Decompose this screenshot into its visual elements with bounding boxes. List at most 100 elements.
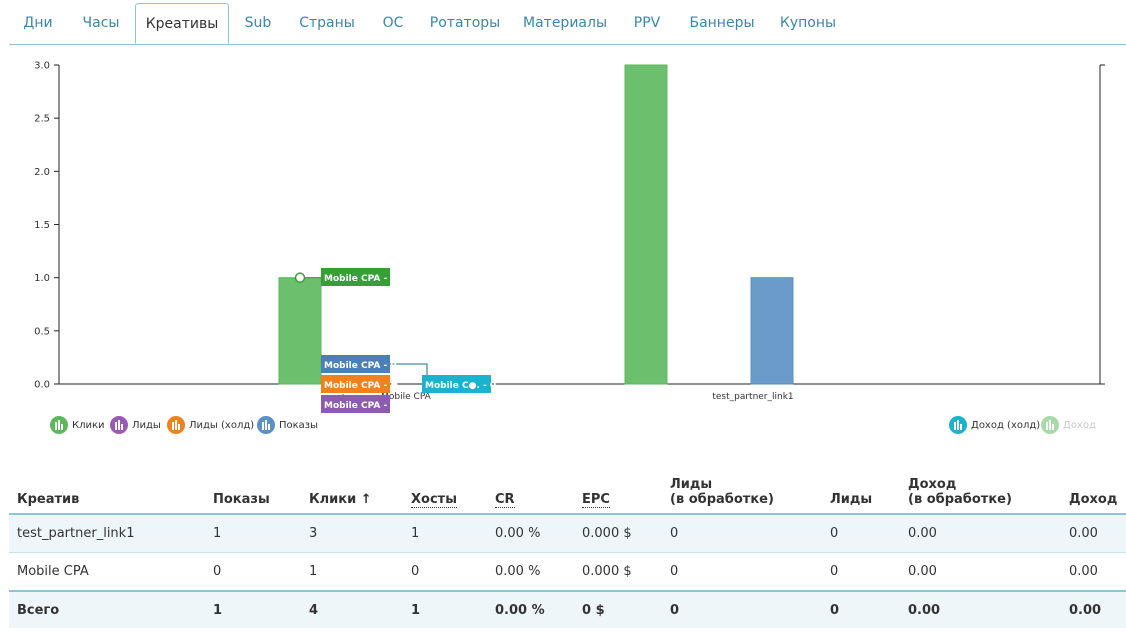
tooltip-box [321, 268, 390, 286]
tooltip-box [321, 395, 390, 413]
table-cell: 0.00 [1061, 514, 1126, 553]
bar-chart-icon [257, 416, 275, 434]
legend-item[interactable]: Клики [50, 416, 105, 434]
legend-item[interactable]: Доход (холд) [949, 416, 1040, 434]
legend-label: Клики [72, 419, 105, 431]
total-cell: 0.00 [900, 590, 1061, 628]
tooltip-label: Mobile C●. - 0 [425, 381, 496, 391]
table-cell: 0.000 $ [574, 514, 662, 553]
creatives-chart: 0.0 0.5 1.0 1.5 2.0 2.5 3.0 Mobile CPA test_part… [34, 61, 1105, 413]
tab-2[interactable]: Креативы [135, 3, 229, 44]
total-cell: 0.00 [1061, 590, 1126, 628]
tooltip-label: Mobile CPA - 1 [324, 274, 397, 284]
legend-label: Лиды (холд) [189, 419, 255, 431]
table-cell: Mobile CPA [9, 552, 205, 592]
table-cell: 0 [662, 552, 822, 592]
table-cell: 0.00 [1061, 552, 1126, 592]
report-tabs: Дни Часы Креативы Sub Страны ОС Ротаторы Матери… [9, 3, 1126, 45]
column-header[interactable]: EPC [574, 470, 662, 515]
y-tick-label: 3.0 [34, 61, 50, 72]
column-header[interactable]: Хосты [403, 470, 487, 515]
column-header-label: EPC [582, 492, 610, 508]
table-cell: 0 [822, 552, 900, 592]
y-tick-label: 2.0 [34, 167, 50, 178]
legend-label: Доход [1063, 419, 1096, 431]
table-cell: 0 [662, 514, 822, 553]
column-header[interactable]: Доход [1061, 470, 1126, 515]
bar-chart-icon [1041, 416, 1059, 434]
tab-4[interactable]: Страны [299, 15, 355, 31]
y-tick-label: 1.5 [34, 220, 50, 231]
table-cell: 0 [403, 552, 487, 592]
tab-6[interactable]: Ротаторы [429, 15, 501, 31]
y-tick-label: 2.5 [34, 114, 50, 125]
table-row[interactable]: test_partner_link1 1 3 1 0.00 % 0.000 $0 0 0.00… [9, 514, 1126, 553]
table-cell: test_partner_link1 [9, 514, 205, 553]
column-header[interactable]: Креатив [9, 470, 205, 515]
table-cell: 0.00 % [487, 552, 574, 592]
table-cell: 0.000 $ [574, 552, 662, 592]
tab-9[interactable]: Баннеры [689, 15, 755, 31]
column-header-label: Хосты [411, 492, 457, 508]
tab-3[interactable]: Sub [244, 15, 272, 31]
column-header[interactable]: Клики ↑ [301, 470, 403, 515]
legend-label: Доход (холд) [971, 419, 1041, 431]
table-cell: 0.00 [900, 552, 1061, 592]
bar-chart-icon [110, 416, 128, 434]
bar-Клики-test_partner_link1 [624, 64, 668, 385]
y-tick-label: 0.5 [34, 326, 50, 337]
tab-8[interactable]: PPV [633, 15, 661, 31]
table-cell: 1 [403, 514, 487, 553]
bar-chart-icon [50, 416, 68, 434]
y-tick-label: 1.0 [34, 273, 50, 284]
column-header-label: (в обработке) [670, 492, 774, 507]
table-cell: 0 [822, 514, 900, 553]
legend-item[interactable]: Показы [257, 416, 318, 434]
legend-label: Лиды [132, 419, 161, 431]
legend-item[interactable]: Доход [1041, 416, 1096, 434]
column-header-label: Доход [908, 477, 957, 492]
total-cell: 0 [662, 590, 822, 628]
table-cell: 1 [301, 552, 403, 592]
tab-1[interactable]: Часы [82, 15, 120, 31]
table-cell: 1 [205, 514, 301, 553]
tab-10[interactable]: Купоны [779, 15, 837, 31]
column-header[interactable]: Доход (в обработке) [900, 470, 1061, 515]
legend-label: Показы [279, 419, 319, 431]
column-header-label: Доход [1069, 492, 1118, 507]
total-cell: 4 [301, 590, 403, 628]
table-cell: 0.00 % [487, 514, 574, 553]
column-header[interactable]: Показы [205, 470, 301, 515]
tooltip-box [321, 355, 390, 373]
total-cell: 0 [822, 590, 900, 628]
total-cell: Всего [9, 590, 205, 628]
column-header-label: Лиды [830, 492, 873, 507]
column-header-label: CR [495, 492, 515, 508]
table-row[interactable]: Mobile CPA 0 1 0 0.00 % 0.000 $0 0 0.00 0.00 [9, 552, 1126, 592]
tab-7[interactable]: Материалы [523, 15, 607, 31]
creatives-table: Креатив Показы Клики ↑ Хосты CR EPC Лиды (в обр… [9, 470, 1126, 628]
legend-item[interactable]: Лиды (холд) [167, 416, 254, 434]
column-header[interactable]: Лиды [822, 470, 900, 515]
y-tick-label: 0.0 [34, 380, 50, 391]
tab-5[interactable]: ОС [382, 15, 404, 31]
table-cell: 3 [301, 514, 403, 553]
column-header-label: Лиды [670, 477, 713, 492]
x-tick-label: test_partner_link1 [712, 392, 793, 402]
tab-0[interactable]: Дни [23, 15, 53, 31]
bar-Клики-Mobile CPA [278, 277, 322, 385]
table-header-row: Креатив Показы Клики ↑ Хосты CR EPC Лиды (в обр… [9, 470, 1126, 515]
total-cell: 1 [205, 590, 301, 628]
total-cell: 0 $ [574, 590, 662, 628]
table-total-row: Всего 1 4 1 0.00 % 0 $0 0 0.00 0.00 [9, 590, 1126, 628]
tooltip-label: Mobile CPA - 0 [324, 401, 397, 411]
tooltip-box [321, 375, 390, 393]
tooltip-label: Mobile CPA - ● [324, 381, 398, 391]
column-header[interactable]: CR [487, 470, 574, 515]
hover-point [294, 272, 306, 283]
legend-item[interactable]: Лиды [110, 416, 161, 434]
total-cell: 0.00 % [487, 590, 574, 628]
bar-Показы-test_partner_link1 [750, 277, 794, 385]
column-header[interactable]: Лиды (в обработке) [662, 470, 822, 515]
tooltip-box [422, 375, 491, 393]
